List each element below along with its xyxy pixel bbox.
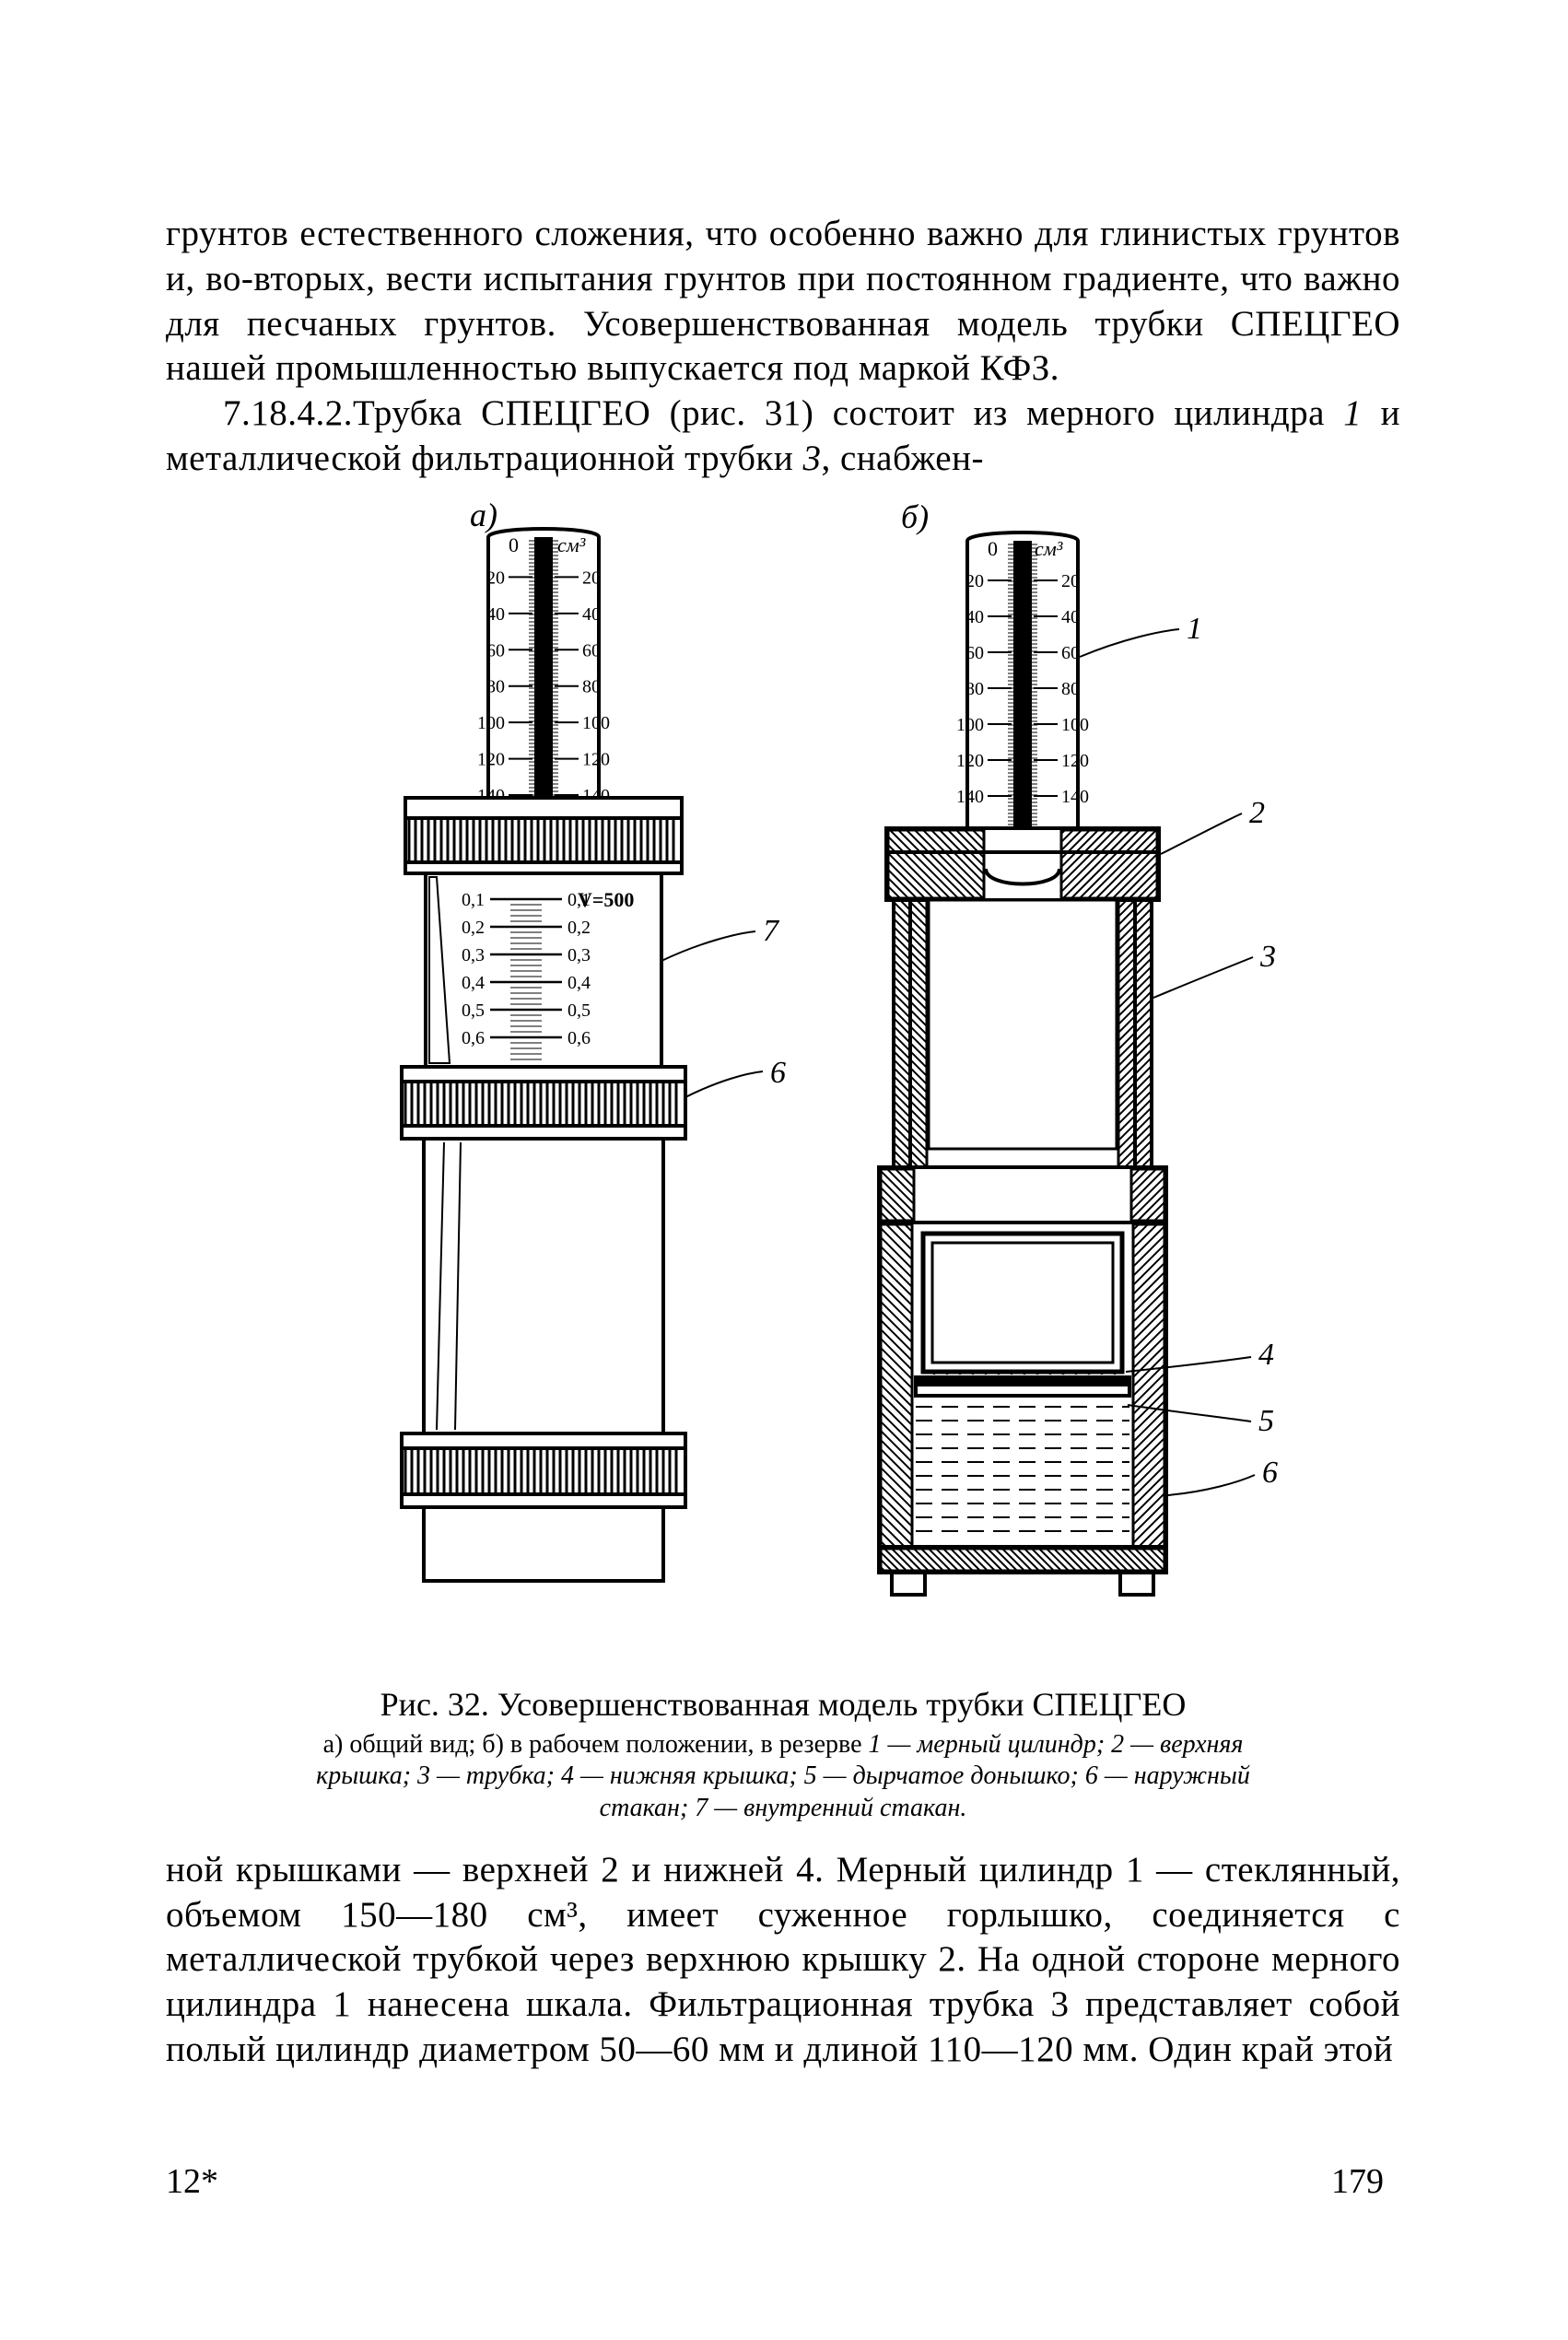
svg-text:б): б)	[901, 498, 929, 535]
svg-text:20: 20	[1061, 571, 1080, 591]
figure-svg: а) 0 см³ 2020404060608080100100120120	[230, 482, 1336, 1670]
svg-text:0,3: 0,3	[568, 945, 591, 965]
svg-text:а): а)	[470, 497, 497, 533]
svg-text:40: 40	[965, 607, 984, 627]
svg-text:100: 100	[582, 713, 610, 733]
paragraph-3: ной крышками — верхней 2 и нижней 4. Мер…	[166, 1848, 1400, 2073]
svg-text:0,6: 0,6	[462, 1028, 485, 1048]
svg-text:80: 80	[486, 676, 505, 696]
svg-text:20: 20	[582, 567, 601, 588]
figure-32: а) 0 см³ 2020404060608080100100120120	[166, 482, 1400, 1824]
svg-text:0,5: 0,5	[462, 1000, 485, 1021]
svg-text:0: 0	[509, 533, 519, 556]
para2-i3: 3	[803, 439, 822, 478]
svg-text:см³: см³	[557, 533, 586, 556]
svg-text:40: 40	[582, 603, 601, 624]
svg-text:80: 80	[965, 679, 984, 699]
page-number-right: 179	[1331, 2161, 1384, 2202]
svg-text:120: 120	[1061, 751, 1089, 771]
svg-text:120: 120	[477, 749, 505, 769]
para2-post: , снабжен-	[822, 439, 984, 478]
svg-text:140: 140	[956, 787, 984, 807]
svg-text:120: 120	[956, 751, 984, 771]
svg-text:60: 60	[1061, 643, 1080, 663]
svg-text:0,4: 0,4	[568, 973, 591, 993]
svg-text:0,3: 0,3	[462, 945, 485, 965]
svg-text:0,5: 0,5	[568, 1000, 591, 1021]
para1-text: грунтов естественного сложения, что особ…	[166, 214, 1400, 388]
svg-text:120: 120	[582, 749, 610, 769]
para2-i1: 1	[1343, 393, 1362, 433]
svg-text:0: 0	[988, 537, 998, 560]
svg-text:60: 60	[486, 640, 505, 661]
svg-text:20: 20	[965, 571, 984, 591]
svg-text:80: 80	[1061, 679, 1080, 699]
figure-caption-sub: а) общий вид; б) в рабочем положении, в …	[166, 1729, 1400, 1823]
paragraph-2: 7.18.4.2.Трубка СПЕЦГЕО (рис. 31) состои…	[166, 392, 1400, 482]
paragraph-1: грунтов естественного сложения, что особ…	[166, 212, 1400, 392]
svg-text:40: 40	[1061, 607, 1080, 627]
svg-text:V=500: V=500	[578, 888, 634, 911]
svg-text:5: 5	[1258, 1404, 1274, 1438]
svg-text:0,1: 0,1	[462, 890, 485, 910]
svg-text:100: 100	[1061, 715, 1089, 735]
svg-text:20: 20	[486, 567, 505, 588]
svg-text:0,2: 0,2	[462, 918, 485, 938]
svg-text:60: 60	[965, 643, 984, 663]
svg-text:см³: см³	[1035, 537, 1063, 560]
svg-text:60: 60	[582, 640, 601, 661]
svg-text:0,4: 0,4	[462, 973, 485, 993]
svg-text:0,6: 0,6	[568, 1028, 591, 1048]
svg-text:100: 100	[956, 715, 984, 735]
para2-pre: 7.18.4.2.Трубка СПЕЦГЕО (рис. 31) состои…	[223, 393, 1343, 433]
svg-text:6: 6	[770, 1056, 786, 1090]
svg-text:6: 6	[1262, 1456, 1278, 1490]
figure-caption: Рис. 32. Усовершенствованная модель труб…	[166, 1683, 1400, 1726]
svg-text:0,2: 0,2	[568, 918, 591, 938]
svg-text:80: 80	[582, 676, 601, 696]
svg-text:100: 100	[477, 713, 505, 733]
para3-text: ной крышками — верхней 2 и нижней 4. Мер…	[166, 1850, 1400, 2069]
svg-text:4: 4	[1258, 1338, 1274, 1372]
page-number-left: 12*	[166, 2161, 218, 2202]
svg-text:2: 2	[1249, 796, 1265, 830]
svg-text:3: 3	[1259, 940, 1276, 974]
svg-text:1: 1	[1187, 612, 1202, 646]
svg-text:140: 140	[1061, 787, 1089, 807]
svg-text:7: 7	[763, 914, 780, 948]
svg-text:40: 40	[486, 603, 505, 624]
